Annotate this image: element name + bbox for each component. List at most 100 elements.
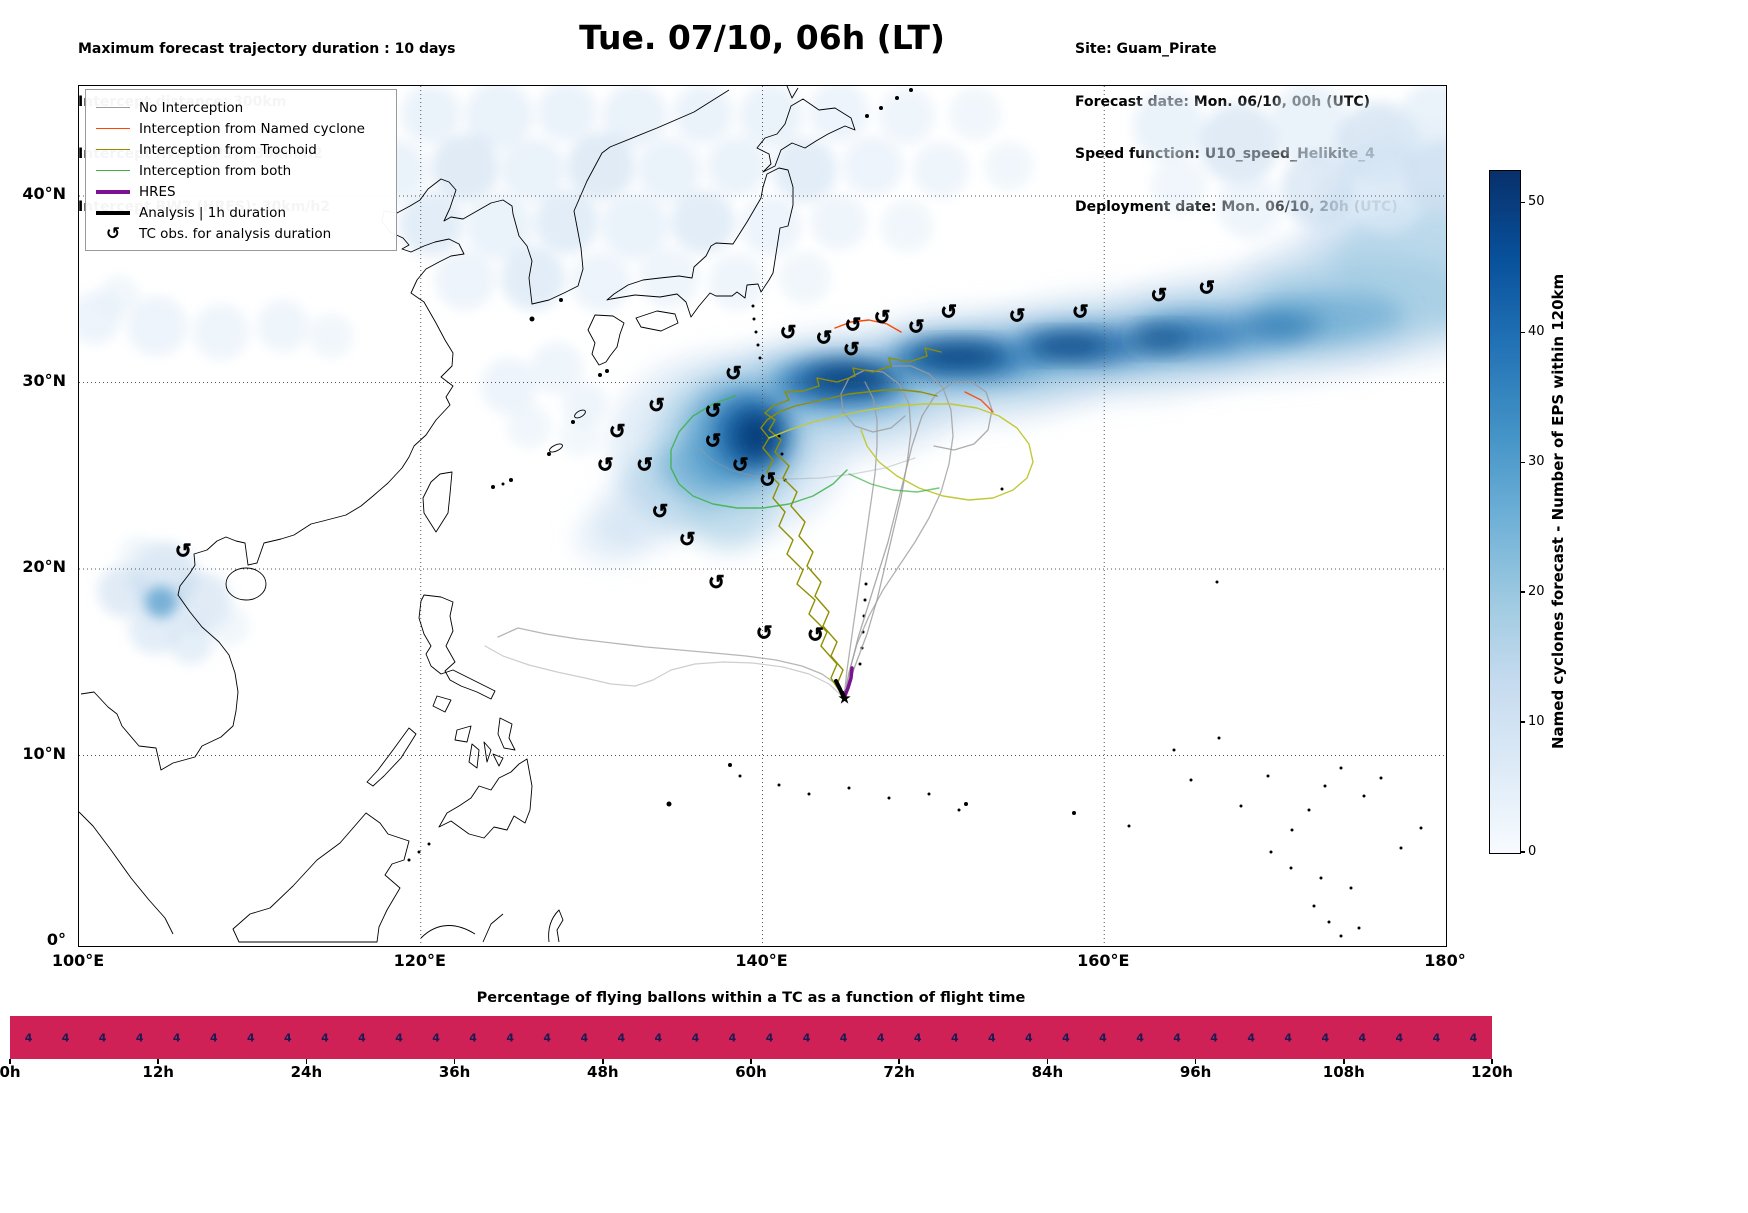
balloon-count-value: 4 xyxy=(654,1031,663,1044)
island-dot xyxy=(847,786,851,790)
coastline-mindanao xyxy=(438,758,533,839)
island-dot xyxy=(1215,580,1219,584)
island-dot xyxy=(1312,904,1316,908)
eps-density-dot xyxy=(399,192,463,256)
coastline-layer xyxy=(79,86,856,943)
eps-density-dot xyxy=(913,142,969,198)
trajectory-both-short xyxy=(848,473,940,493)
eps-density-dot xyxy=(567,132,635,200)
y-tick-label: 10°N xyxy=(22,743,66,763)
balloon-count-value: 4 xyxy=(728,1031,737,1044)
eps-density-dot xyxy=(535,190,599,254)
coastline-okinawa xyxy=(549,443,563,453)
trajectory-no-intercept-west-b xyxy=(484,645,845,699)
eps-density-dot xyxy=(1199,104,1279,184)
map-canvas: ↺↺↺↺↺↺↺↺↺↺↺↺↺↺↺↺ ↺ ↺↺ ↺ ↺↺ ↺ ↺↺ ↺★ xyxy=(79,86,1446,946)
island-dot xyxy=(758,356,762,360)
island-dot xyxy=(1266,774,1270,778)
coastline-palawan xyxy=(366,727,417,787)
trajectory-no-intercept-east xyxy=(843,365,954,699)
coastline-kyushu xyxy=(587,314,625,366)
balloon-tc-percentage-bar: 4 4 4 4 4 4 4 4 4 4 4 4 4 4 4 4 4 4 4 4 4 4 4 4 4 4 4 4 4 4 4 4 4 4 4 4 4 4 4 4 xyxy=(10,1016,1492,1059)
trajectory-layer xyxy=(484,319,1034,700)
time-axis-label: 120h xyxy=(1471,1063,1513,1081)
island-dot xyxy=(1419,826,1423,830)
eps-density-dot xyxy=(709,254,765,310)
island-dot xyxy=(777,783,781,787)
eps-density-dot xyxy=(879,88,935,144)
island-dot xyxy=(777,434,781,438)
island-dot xyxy=(865,114,869,118)
trajectory-no-intercept-faint-arc xyxy=(698,447,916,480)
tc-obs-symbol: ↺ xyxy=(708,570,725,594)
island-dot xyxy=(605,369,609,373)
balloon-count-value: 4 xyxy=(321,1031,329,1044)
balloon-count-value: 4 xyxy=(1284,1031,1293,1044)
island-dot xyxy=(1362,794,1366,798)
legend-item: ↺ TC obs. for analysis duration xyxy=(96,223,386,244)
eps-density-blob xyxy=(659,440,739,496)
tc-obs-symbol: ↺ xyxy=(609,419,626,443)
coastline-halmahera xyxy=(548,909,564,943)
balloon-count-value: 4 xyxy=(802,1031,811,1044)
island-dot xyxy=(509,478,513,482)
eps-density-blob xyxy=(1334,201,1446,321)
island-dot xyxy=(1323,784,1327,788)
balloon-count-value: 4 xyxy=(1136,1031,1144,1044)
bottom-chart-title: Percentage of flying ballons within a TC… xyxy=(476,990,1026,1006)
island-dot xyxy=(571,420,575,424)
eps-density-dot xyxy=(257,300,309,352)
colorbar-tick-label: 40 xyxy=(1528,324,1545,340)
balloon-count-value: 4 xyxy=(469,1031,477,1044)
eps-density-dot xyxy=(435,250,495,310)
legend-item-label: Interception from Named cyclone xyxy=(139,120,365,137)
colorbar-tick xyxy=(1520,331,1525,334)
time-axis-label: 12h xyxy=(142,1063,174,1081)
island-dot xyxy=(879,106,883,110)
y-tick-label: 20°N xyxy=(22,557,66,576)
legend-line-icon xyxy=(96,210,130,215)
eps-density-dot xyxy=(601,192,669,260)
trajectory-hres xyxy=(842,666,854,700)
coastline-cebu xyxy=(483,741,492,763)
tc-obs-symbol: ↺ xyxy=(843,337,860,361)
island-dot xyxy=(858,662,862,666)
island-dot xyxy=(756,343,760,347)
colorbar-tick xyxy=(1520,721,1525,723)
time-axis-label: 0h xyxy=(0,1063,21,1081)
balloon-count-value: 4 xyxy=(765,1031,774,1044)
x-tick-label: 120°E xyxy=(393,951,446,970)
eps-density-blob xyxy=(735,412,779,460)
balloon-count-value: 4 xyxy=(506,1031,514,1044)
eps-density-dot xyxy=(1269,86,1349,164)
legend-line-swatch xyxy=(96,189,130,194)
legend-line-swatch xyxy=(96,128,130,129)
eps-density-blob xyxy=(1127,330,1191,348)
coastline-sakhalin-tip xyxy=(786,86,799,99)
coastline-honshu xyxy=(606,167,794,318)
time-axis-tick xyxy=(898,1059,900,1064)
eps-density-dot xyxy=(563,382,607,426)
balloon-count-value: 4 xyxy=(246,1031,255,1044)
legend-item: Analysis | 1h duration xyxy=(96,202,386,223)
island-dot xyxy=(728,763,732,767)
island-dot xyxy=(1239,804,1243,808)
balloon-count-value: 4 xyxy=(543,1031,552,1044)
legend-item-label: TC obs. for analysis duration xyxy=(139,225,332,242)
tc-obs-symbol: ↺ xyxy=(732,453,749,477)
tc-obs-symbol: ↺ xyxy=(705,398,722,422)
eps-density-dot xyxy=(673,86,733,144)
time-axis-tick xyxy=(1046,1059,1049,1064)
site-line: Site: Guam_Pirate xyxy=(1075,41,1217,57)
legend-line-swatch xyxy=(96,149,130,150)
y-tick-label: 0° xyxy=(46,930,66,949)
colorbar-tick-label: 30 xyxy=(1528,454,1545,470)
y-tick-label: 40°N xyxy=(22,184,66,203)
balloon-count-value: 4 xyxy=(1099,1031,1107,1044)
island-dot xyxy=(754,330,758,334)
island-dot xyxy=(752,317,756,321)
tc-obs-symbol: ↺ xyxy=(1009,303,1026,327)
coastline-sulawesi xyxy=(420,913,504,943)
eps-density-dot xyxy=(707,136,767,196)
eps-density-dot xyxy=(465,192,533,260)
